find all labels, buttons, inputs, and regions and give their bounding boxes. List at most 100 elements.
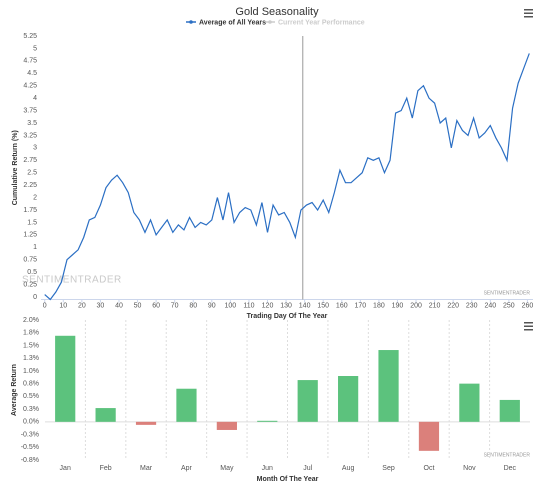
x-tick-label: 70	[171, 302, 179, 309]
x-tick-label: Sep	[382, 465, 395, 472]
y-tick-label: 3	[33, 145, 37, 152]
x-tick-label: 190	[392, 302, 404, 309]
x-tick-label: 120	[262, 302, 274, 309]
y-tick-label: 0.75	[23, 257, 37, 264]
x-tick-label: Nov	[463, 465, 476, 472]
bar[interactable]	[176, 388, 197, 422]
x-tick-label: 10	[59, 302, 67, 309]
y-tick-label: 0.8%	[23, 380, 39, 387]
x-axis-title: Trading Day Of The Year	[247, 313, 328, 320]
bar[interactable]	[95, 408, 116, 422]
watermark: SENTIMENTRADER	[484, 452, 531, 458]
data-line	[44, 53, 530, 301]
bar[interactable]	[135, 421, 157, 425]
y-axis-title: Cumulative Return (%)	[12, 130, 19, 205]
bar[interactable]	[418, 421, 440, 451]
y-tick-label: 1.5	[27, 219, 37, 226]
x-tick-label: 250	[503, 302, 515, 309]
y-tick-label: 1.8%	[23, 330, 39, 337]
y-axis-title: Average Return	[11, 364, 18, 416]
x-tick-label: 220	[447, 302, 459, 309]
x-tick-label: Mar	[140, 465, 153, 472]
x-tick-label: 200	[410, 302, 422, 309]
x-tick-label: 50	[134, 302, 142, 309]
menu-bar	[524, 16, 533, 18]
bar[interactable]	[297, 380, 318, 422]
y-tick-label: 1.75	[23, 207, 37, 214]
x-tick-label: Dec	[504, 465, 517, 472]
y-tick-label: 3.75	[23, 107, 37, 114]
x-tick-label: 60	[152, 302, 160, 309]
x-tick-label: 230	[466, 302, 478, 309]
logo: SENTIMENTRADER	[22, 275, 122, 286]
x-tick-label: 160	[336, 302, 348, 309]
y-tick-label: 3.25	[23, 132, 37, 139]
y-tick-label: 4.25	[23, 83, 37, 90]
bar[interactable]	[378, 350, 399, 422]
y-tick-label: 0	[33, 294, 37, 301]
menu-bar	[524, 322, 533, 324]
y-tick-label: 0.3%	[23, 406, 39, 413]
menu-bar	[524, 9, 533, 11]
legend-dot	[268, 20, 272, 24]
y-tick-label: 1.5%	[23, 342, 39, 349]
x-tick-label: Apr	[181, 465, 193, 472]
x-tick-label: May	[220, 465, 234, 472]
bar[interactable]	[338, 376, 359, 422]
x-tick-label: 40	[115, 302, 123, 309]
y-tick-label: 1	[33, 244, 37, 251]
y-tick-label: -0.8%	[21, 457, 39, 464]
x-tick-label: 100	[225, 302, 237, 309]
x-tick-label: 180	[373, 302, 385, 309]
chart-title: Gold Seasonality	[235, 6, 319, 18]
x-tick-label: 260	[522, 302, 534, 309]
menu-icon[interactable]	[524, 322, 533, 331]
y-tick-label: 4.75	[23, 58, 37, 65]
bar[interactable]	[216, 421, 237, 430]
y-tick-label: -0.3%	[21, 431, 39, 438]
x-tick-label: 110	[243, 302, 254, 309]
y-tick-label: 5	[33, 45, 37, 52]
x-tick-label: Jul	[303, 465, 312, 472]
y-tick-label: 5.25	[23, 33, 37, 40]
x-tick-label: 140	[299, 302, 311, 309]
y-tick-label: -0.5%	[21, 444, 39, 451]
y-tick-label: 0.5	[27, 269, 37, 276]
x-tick-label: Feb	[100, 465, 112, 472]
y-tick-label: 2.0%	[23, 317, 39, 324]
y-tick-label: 0.25	[23, 281, 37, 288]
menu-bar	[524, 12, 533, 14]
legend-label[interactable]: Current Year Performance	[278, 19, 365, 26]
x-axis-title: Month Of The Year	[257, 476, 319, 483]
x-tick-label: Aug	[342, 465, 355, 472]
menu-bar	[524, 329, 533, 331]
y-tick-label: 4.5	[27, 70, 37, 77]
x-tick-label: 90	[208, 302, 216, 309]
x-tick-label: Jun	[262, 465, 273, 472]
y-tick-label: 4	[33, 95, 37, 102]
watermark: SENTIMENTRADER	[484, 290, 531, 296]
y-tick-label: 2.5	[27, 170, 37, 177]
bar[interactable]	[459, 383, 480, 422]
x-tick-label: 170	[354, 302, 366, 309]
y-tick-label: 1.3%	[23, 355, 39, 362]
bar[interactable]	[499, 399, 520, 422]
x-tick-label: 20	[78, 302, 86, 309]
y-tick-label: 1.0%	[23, 368, 39, 375]
bar[interactable]	[257, 420, 278, 422]
y-tick-label: 2.25	[23, 182, 37, 189]
legend-label[interactable]: Average of All Years	[199, 19, 266, 26]
x-tick-label: 240	[484, 302, 496, 309]
y-tick-label: 0.0%	[23, 419, 39, 426]
x-tick-label: 130	[280, 302, 292, 309]
menu-icon[interactable]	[524, 9, 533, 18]
x-tick-label: 0	[43, 302, 47, 309]
x-tick-label: 210	[429, 302, 441, 309]
y-tick-label: 2.75	[23, 157, 37, 164]
bar[interactable]	[55, 335, 76, 422]
legend-dot	[189, 20, 193, 24]
y-tick-label: 1.25	[23, 232, 37, 239]
menu-bar	[524, 325, 533, 327]
y-tick-label: 3.5	[27, 120, 37, 127]
